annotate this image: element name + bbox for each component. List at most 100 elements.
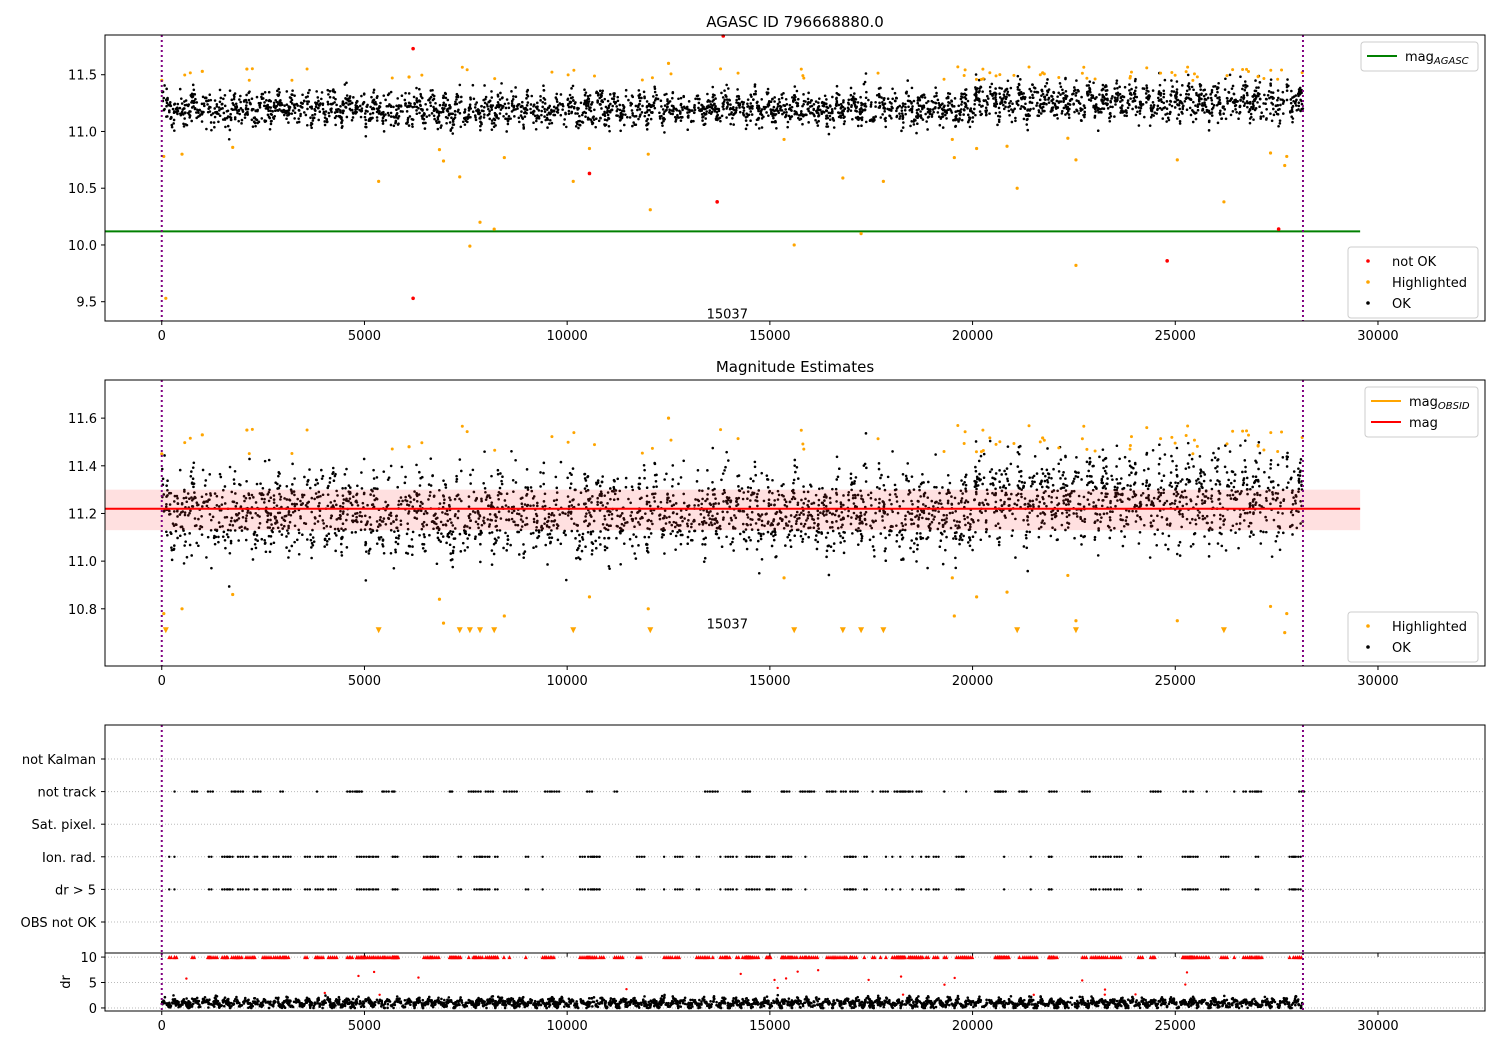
ok-point [561, 102, 564, 106]
ok-point [397, 499, 401, 503]
ok-point [1004, 493, 1007, 497]
ok-point [598, 484, 602, 488]
ok-point [1288, 111, 1292, 114]
ok-point [530, 94, 534, 98]
ok-point [637, 482, 641, 486]
ok-point [585, 107, 588, 110]
ok-point [1289, 98, 1293, 101]
ok-point [326, 493, 330, 496]
ok-point [304, 113, 308, 117]
ok-point [717, 117, 721, 120]
ok-point [449, 128, 453, 131]
ok-point [1175, 494, 1178, 498]
ok-point [1175, 80, 1179, 83]
ok-point [394, 550, 398, 554]
ok-point [974, 87, 978, 91]
ok-point [930, 115, 934, 118]
ok-point [818, 97, 821, 100]
ok-point [509, 117, 512, 120]
ok-point [646, 122, 650, 125]
ok-point [525, 97, 528, 100]
ok-point [840, 510, 844, 514]
ok-point [879, 116, 883, 119]
ok-point [1174, 100, 1177, 104]
ok-point [921, 473, 924, 476]
ok-point [1080, 95, 1083, 99]
ok-point [789, 514, 793, 517]
ok-point [178, 468, 182, 472]
ok-point [910, 512, 914, 515]
ok-point [197, 115, 200, 118]
ok-point [744, 127, 748, 131]
ok-point [1106, 107, 1110, 110]
ok-point [297, 108, 301, 112]
ok-point [807, 107, 810, 110]
ok-point [413, 105, 416, 108]
ok-point [778, 100, 781, 104]
ok-point [1277, 124, 1280, 128]
ok-point [926, 128, 929, 131]
ok-point [652, 485, 655, 489]
ok-point [839, 102, 843, 106]
ok-point [366, 103, 369, 107]
ok-point [206, 110, 210, 114]
ok-point [878, 487, 881, 490]
ok-point [516, 103, 520, 107]
ok-point [903, 528, 907, 532]
ok-point [911, 105, 914, 108]
ok-point [1185, 108, 1189, 112]
ok-point [1171, 85, 1174, 88]
ok-point [1196, 514, 1200, 517]
ok-point [297, 531, 301, 535]
ok-point [310, 105, 314, 108]
ok-point [472, 97, 476, 101]
ok-point [396, 97, 399, 100]
ok-point [329, 109, 333, 112]
ok-point [874, 115, 877, 118]
ok-point [974, 530, 977, 534]
ok-point [1125, 111, 1128, 114]
ok-point [564, 112, 567, 116]
ok-point [581, 121, 585, 124]
ok-point [335, 534, 338, 537]
ok-point [1181, 112, 1184, 115]
ok-point [1190, 85, 1194, 89]
ok-point [419, 92, 422, 96]
ok-point [737, 95, 741, 98]
ok-point [195, 541, 199, 545]
ok-point [605, 118, 609, 122]
ok-point [326, 100, 330, 104]
ok-point [1203, 111, 1206, 114]
ok-point [702, 123, 706, 127]
ok-point [293, 94, 296, 97]
ok-point [577, 107, 580, 110]
ok-point [802, 102, 805, 106]
ok-point [648, 108, 651, 112]
ok-point [726, 105, 729, 109]
ok-point [916, 543, 919, 547]
ok-point [1178, 554, 1182, 557]
ok-point [828, 104, 832, 107]
ok-point [1209, 93, 1212, 96]
ok-point [916, 113, 920, 116]
ok-point [1113, 99, 1117, 102]
ok-point [960, 118, 964, 122]
ok-point [542, 96, 546, 100]
ok-point [218, 472, 222, 476]
ok-point [611, 104, 614, 108]
ok-point [494, 112, 498, 116]
ok-point [862, 82, 866, 86]
ok-point [827, 544, 831, 547]
ok-point [522, 123, 525, 127]
ok-point [1108, 116, 1111, 120]
ok-point [888, 101, 892, 104]
ok-point [1217, 101, 1221, 104]
ok-point [693, 103, 696, 107]
ok-point [618, 119, 622, 122]
ok-point [1272, 107, 1275, 111]
ok-point [1019, 474, 1023, 478]
legend-status-marker [1366, 259, 1370, 263]
ok-point [1006, 445, 1010, 448]
ok-point [250, 118, 254, 122]
ok-point [1149, 115, 1153, 119]
